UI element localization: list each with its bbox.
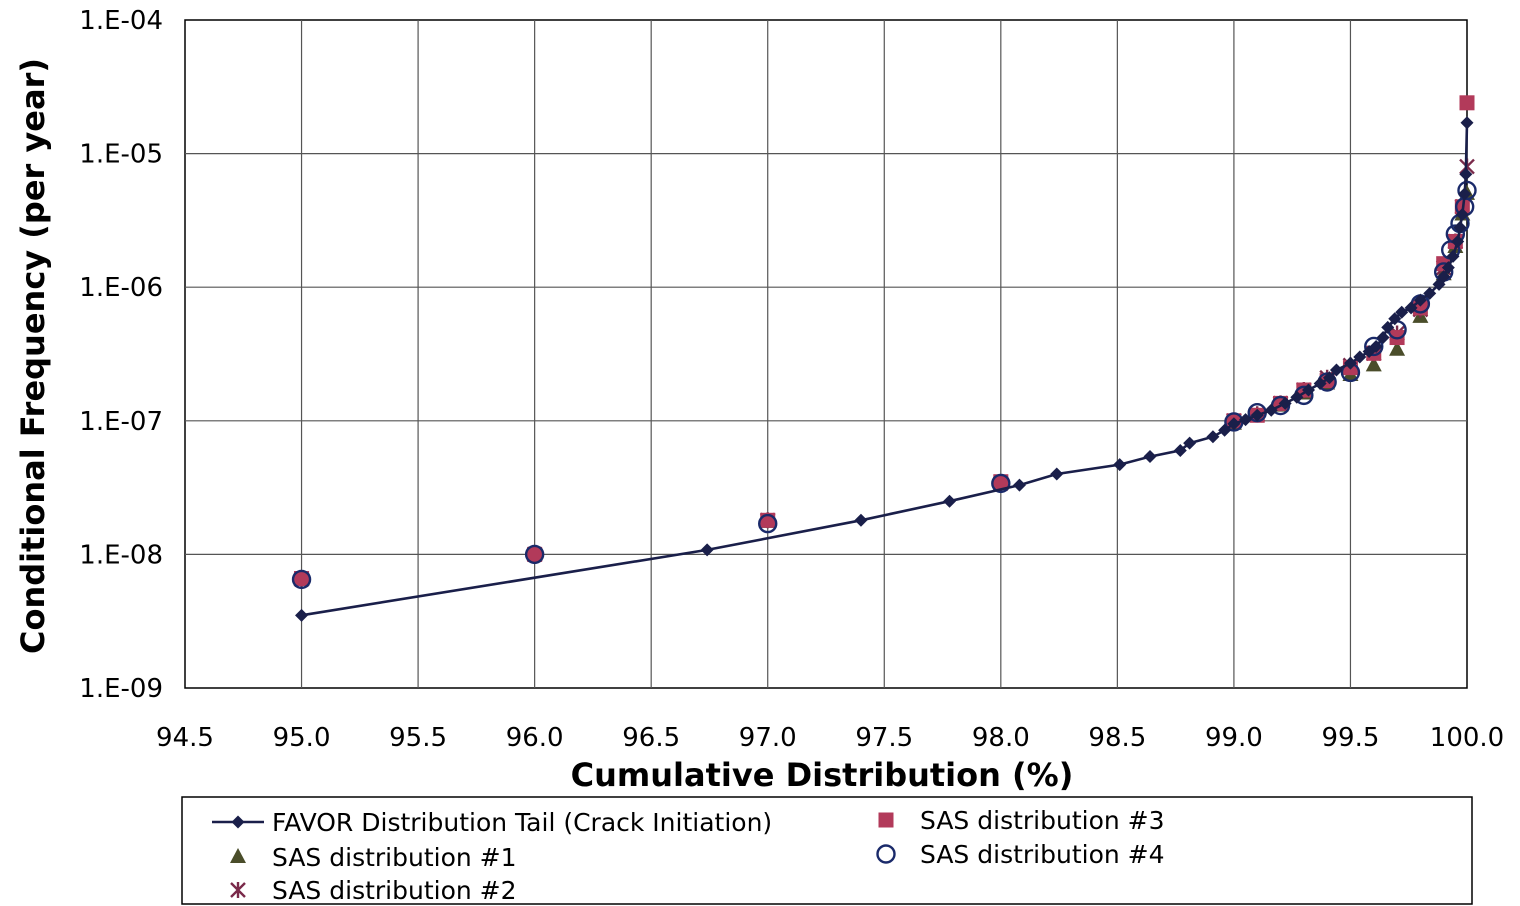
y-tick-label: 1.E-09 (79, 674, 163, 704)
legend: FAVOR Distribution Tail (Crack Initiatio… (212, 806, 1165, 905)
legend-marker (231, 815, 245, 829)
data-point (1451, 234, 1465, 248)
data-point (1353, 350, 1367, 364)
data-point (1460, 116, 1474, 130)
data-point (700, 543, 714, 557)
x-tick-label: 99.0 (1205, 723, 1263, 753)
legend-label: SAS distribution #1 (272, 843, 517, 872)
data-point (524, 544, 545, 565)
legend-item: SAS distribution #2 (230, 876, 517, 905)
y-axis-title: Conditional Frequency (per year) (14, 58, 52, 654)
data-point (943, 494, 957, 508)
data-point (1423, 286, 1437, 300)
x-tick-label: 98.0 (972, 723, 1030, 753)
plot-area (184, 19, 1468, 689)
data-point (1239, 413, 1253, 427)
data-point (1441, 261, 1455, 275)
data-point (1365, 356, 1382, 372)
data-point (1313, 377, 1327, 391)
data-point (294, 571, 310, 587)
x-axis-ticks: 94.5 95.0 95.5 96.0 96.5 97.0 97.5 98.0 98.5 99.0… (156, 723, 1504, 753)
data-point (993, 474, 1009, 490)
data-point (1458, 187, 1472, 201)
legend-item: SAS distribution #3 (878, 806, 1165, 835)
data-point (758, 513, 778, 534)
data-point (1343, 356, 1357, 370)
legend-item: SAS distribution #1 (230, 843, 517, 872)
legend-item: SAS distribution #4 (876, 840, 1165, 869)
data-point (854, 513, 868, 527)
data-point (1227, 417, 1241, 431)
data-point (1113, 458, 1127, 472)
x-tick-label: 98.5 (1088, 723, 1146, 753)
data-point (1455, 208, 1469, 222)
x-tick-label: 99.5 (1322, 723, 1380, 753)
data-point (1206, 430, 1220, 444)
series-0 (295, 116, 1474, 622)
data-point (1404, 301, 1418, 315)
y-tick-label: 1.E-04 (79, 6, 163, 36)
legend-box (181, 796, 1473, 905)
data-point (1250, 408, 1264, 422)
data-point (1012, 478, 1026, 492)
data-point (1218, 423, 1232, 437)
x-axis-title: Cumulative Distribution (%) (571, 756, 1074, 794)
x-tick-label: 95.0 (273, 723, 331, 753)
data-point (1446, 249, 1460, 263)
data-point (1264, 403, 1278, 417)
data-point (1376, 331, 1390, 345)
data-point (1301, 383, 1315, 397)
data-point (1389, 340, 1406, 356)
x-tick-label: 94.5 (156, 723, 214, 753)
legend-marker (878, 812, 894, 828)
data-point (1381, 320, 1395, 334)
grid (185, 20, 1467, 688)
data-point (295, 608, 309, 622)
data-point (1453, 220, 1467, 234)
data-point (1388, 312, 1402, 326)
x-tick-label: 96.5 (622, 723, 680, 753)
legend-label: FAVOR Distribution Tail (Crack Initiatio… (272, 808, 772, 837)
data-point (1278, 396, 1292, 410)
legend-label: SAS distribution #3 (920, 806, 1165, 835)
y-tick-label: 1.E-08 (79, 540, 163, 570)
data-point (1413, 293, 1427, 307)
data-point (1459, 167, 1473, 181)
data-point (1050, 467, 1064, 481)
data-point (1183, 436, 1197, 450)
data-point (1329, 363, 1343, 377)
data-point (291, 569, 312, 590)
y-tick-label: 1.E-05 (79, 140, 163, 170)
data-point (1457, 180, 1477, 201)
data-point (527, 546, 543, 562)
data-point (1369, 339, 1383, 353)
x-tick-label: 97.5 (855, 723, 913, 753)
x-tick-label: 97.0 (739, 723, 797, 753)
legend-label: SAS distribution #4 (920, 840, 1165, 869)
x-tick-label: 100.0 (1430, 723, 1504, 753)
data-point (1437, 270, 1451, 284)
legend-marker (230, 882, 246, 898)
data-point (1290, 390, 1304, 404)
legend-marker (230, 848, 246, 863)
legend-marker (876, 844, 896, 864)
data-point (1395, 305, 1409, 319)
series-layer (291, 95, 1477, 622)
data-point (1173, 443, 1187, 457)
x-tick-label: 96.0 (506, 723, 564, 753)
data-point (1143, 450, 1157, 464)
data-point (1459, 95, 1475, 111)
data-point (1322, 371, 1336, 385)
y-tick-label: 1.E-07 (79, 407, 163, 437)
data-point (991, 473, 1011, 494)
y-tick-label: 1.E-06 (79, 273, 163, 303)
legend-label: SAS distribution #2 (272, 876, 517, 905)
y-axis-ticks: 1.E-09 1.E-08 1.E-07 1.E-06 1.E-05 1.E-04 (79, 6, 163, 704)
legend-item: FAVOR Distribution Tail (Crack Initiatio… (212, 808, 772, 837)
x-tick-label: 95.5 (389, 723, 447, 753)
